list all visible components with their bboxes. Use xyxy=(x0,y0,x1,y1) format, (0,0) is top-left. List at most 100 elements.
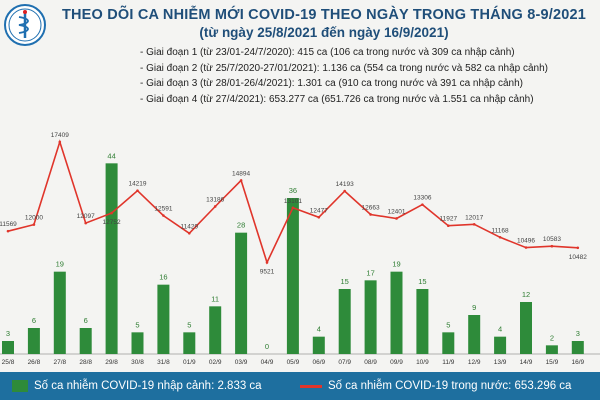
x-tick-label: 14/9 xyxy=(520,359,533,366)
line-point xyxy=(213,205,217,208)
line-value-label: 14894 xyxy=(232,170,250,177)
x-tick-label: 30/8 xyxy=(131,359,144,366)
bar xyxy=(105,163,118,354)
bar xyxy=(520,302,532,354)
bar-value-label: 4 xyxy=(498,325,502,334)
bar-value-label: 28 xyxy=(237,221,245,230)
bar-value-label: 3 xyxy=(576,329,580,338)
bar-value-label: 9 xyxy=(472,303,476,312)
bar-value-label: 6 xyxy=(84,316,88,325)
line-point xyxy=(550,244,554,248)
legend-domestic-label: Số ca nhiễm COVID-19 trong nước: 653.296… xyxy=(328,380,572,392)
phase-summary-list: - Giai đoạn 1 (từ 23/01-24/7/2020): 415 … xyxy=(140,45,595,107)
x-tick-label: 11/9 xyxy=(442,359,455,366)
x-tick-label: 27/8 xyxy=(53,359,66,366)
line-point xyxy=(110,211,113,215)
x-tick-label: 09/9 xyxy=(390,359,403,366)
bar xyxy=(494,336,507,354)
bar-value-label: 44 xyxy=(107,151,115,160)
bar-value-label: 12 xyxy=(522,290,530,299)
line-value-label: 9521 xyxy=(260,268,275,275)
bar xyxy=(2,341,14,354)
line-value-label: 13306 xyxy=(413,195,431,202)
bar-value-label: 3 xyxy=(6,329,10,338)
line-point xyxy=(84,221,87,225)
x-tick-label: 02/9 xyxy=(209,359,222,366)
line-point xyxy=(239,179,243,182)
line-value-label: 10482 xyxy=(569,254,587,261)
bar-value-label: 5 xyxy=(135,320,139,329)
page-subtitle: (từ ngày 25/8/2021 đến ngày 16/9/2021) xyxy=(199,25,449,40)
line-point xyxy=(317,215,321,219)
line-value-label: 12477 xyxy=(310,207,328,214)
bar-value-label: 5 xyxy=(446,320,450,329)
line-point xyxy=(265,261,269,264)
x-tick-label: 03/9 xyxy=(235,359,248,366)
x-tick-label: 10/9 xyxy=(416,359,429,366)
x-tick-label: 28/8 xyxy=(79,359,92,366)
line-value-label: 17409 xyxy=(51,132,69,139)
bar-value-label: 15 xyxy=(341,277,349,286)
bar xyxy=(209,306,222,354)
bar-value-label: 19 xyxy=(56,260,64,269)
line-point xyxy=(498,235,502,239)
x-tick-label: 01/9 xyxy=(183,359,196,366)
line-point xyxy=(188,232,191,235)
bar xyxy=(53,271,66,354)
phase-4-summary: - Giai đoạn 4 (từ 27/4/2021): 653.277 ca… xyxy=(140,93,534,105)
bar xyxy=(235,232,248,354)
line-value-label: 11927 xyxy=(440,216,458,223)
x-tick-label: 29/8 xyxy=(105,359,118,366)
x-tick-label: 25/8 xyxy=(2,359,15,366)
bar xyxy=(545,345,558,354)
domestic-swatch-icon xyxy=(300,384,322,388)
line-value-label: 12663 xyxy=(362,204,380,211)
line-value-label: 10583 xyxy=(543,236,561,243)
bar-value-label: 11 xyxy=(211,294,219,303)
line-value-label: 12401 xyxy=(387,208,405,215)
x-tick-label: 08/9 xyxy=(364,359,377,366)
bar xyxy=(157,284,170,354)
line-point xyxy=(395,217,398,220)
page-title: THEO DÕI CA NHIỄM MỚI COVID-19 THEO NGÀY… xyxy=(61,7,587,23)
bar xyxy=(312,336,325,354)
line-value-label: 12017 xyxy=(465,214,483,221)
bar xyxy=(468,315,481,354)
legend-domestic: Số ca nhiễm COVID-19 trong nước: 653.296… xyxy=(300,378,571,394)
line-point xyxy=(472,223,476,226)
bar xyxy=(27,328,40,354)
phase-3-summary: - Giai đoạn 3 (từ 28/01-26/4/2021): 1.30… xyxy=(140,78,523,89)
line-value-label: 11168 xyxy=(492,227,509,234)
line-value-label: 10496 xyxy=(517,238,535,245)
line-value-label: 12591 xyxy=(154,206,172,213)
line-point xyxy=(32,223,36,226)
line-value-label: 11569 xyxy=(0,221,17,228)
x-tick-label: 31/8 xyxy=(157,359,170,366)
bar-value-label: 4 xyxy=(317,325,321,334)
bar xyxy=(442,332,455,354)
bar-value-label: 17 xyxy=(366,268,374,277)
line-value-label: 14193 xyxy=(336,181,354,188)
phase-1-summary: - Giai đoạn 1 (từ 23/01-24/7/2020): 415 … xyxy=(140,47,515,58)
bar-value-label: 2 xyxy=(550,333,554,342)
line-point xyxy=(447,224,450,227)
bar-value-label: 6 xyxy=(32,316,36,325)
line-point xyxy=(576,246,580,250)
x-tick-label: 16/9 xyxy=(571,359,584,366)
line-point xyxy=(421,203,424,206)
line-value-label: 13101 xyxy=(284,198,302,205)
line-point xyxy=(6,229,10,233)
line-value-label: 12097 xyxy=(77,213,95,220)
line-value-label: 13186 xyxy=(206,196,224,203)
line-value-label: 14219 xyxy=(128,181,146,188)
bar-value-label: 5 xyxy=(187,320,191,329)
line-value-label: 11429 xyxy=(181,223,199,230)
x-tick-label: 13/9 xyxy=(494,359,507,366)
line-point xyxy=(524,246,528,249)
imported-swatch-icon xyxy=(12,380,28,392)
line-value-label: 12000 xyxy=(25,215,43,222)
phase-2-summary: - Giai đoạn 2 (từ 25/7/2020-27/01/2021):… xyxy=(140,62,548,74)
bar xyxy=(131,332,144,354)
x-tick-label: 12/9 xyxy=(468,359,481,366)
